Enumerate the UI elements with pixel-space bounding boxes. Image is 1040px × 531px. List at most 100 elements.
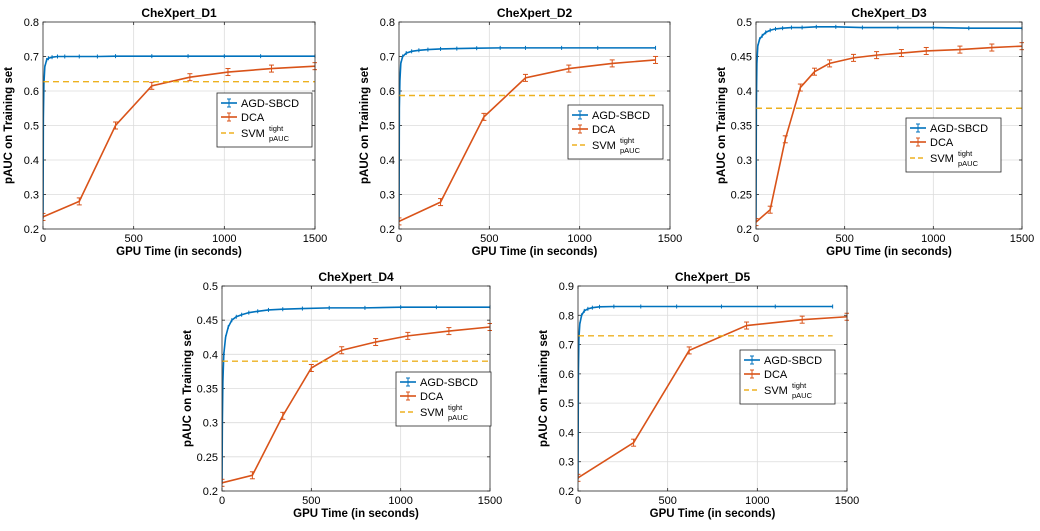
axes-frame: [398, 21, 671, 230]
legend-label-agd: AGD-SBCD: [241, 98, 299, 110]
chart-panel-2: 0.2 0.3 0.4 0.5 0.6 0.7 0.8 0 500 1000 1500 CheXper…: [359, 6, 682, 258]
x-tick-label: 500: [835, 233, 853, 245]
x-tick-label: 1000: [745, 495, 769, 507]
axes-frame: [577, 285, 848, 492]
error-bar-dca: [756, 218, 759, 227]
legend-label-dca: DCA: [241, 112, 265, 124]
series-group: [399, 45, 659, 226]
error-bar-dca: [446, 327, 452, 336]
series-line-dca: [43, 65, 316, 218]
legend-label-svm-subscript: pAUC: [269, 134, 290, 143]
error-bar-dca: [989, 43, 995, 52]
legend-label-agd: AGD-SBCD: [930, 123, 988, 135]
error-bar-dca: [113, 121, 119, 130]
x-tick-label: 1500: [303, 233, 327, 245]
error-bar-dca: [898, 49, 904, 58]
legend-label-agd: AGD-SBCD: [592, 110, 650, 122]
legend-label-svm-superscript: tight: [448, 403, 463, 412]
chart-title: CheXpert_D1: [141, 6, 217, 20]
x-axis-label: GPU Time (in seconds): [472, 246, 598, 258]
error-bar-dca: [438, 198, 444, 207]
chart-panel-4: 0.2 0.25 0.3 0.35 0.4 0.45 0.5 0 500 1000 1500 CheX…: [182, 270, 502, 520]
chart-title: CheXpert_D4: [318, 270, 394, 284]
error-bar-dca: [957, 45, 963, 54]
error-bar-dca: [225, 68, 231, 77]
y-tick-label: 0.4: [559, 427, 574, 439]
y-tick-label: 0.3: [737, 155, 752, 167]
error-bar-dca: [578, 473, 581, 482]
legend-label-svm-superscript: tight: [269, 124, 284, 133]
y-tick-label: 0.35: [197, 384, 218, 396]
x-tick-label: 0: [219, 495, 225, 507]
y-axis-label: pAUC on Training set: [182, 330, 194, 447]
error-bar-dca: [767, 205, 773, 214]
chart-title: CheXpert_D2: [497, 6, 573, 20]
legend-box: [216, 92, 313, 148]
legend-box: [739, 349, 836, 405]
legend-label-agd: AGD-SBCD: [764, 355, 822, 367]
chart-panel-5: 0.2 0.3 0.4 0.5 0.6 0.7 0.8 0.9 0 500 1000 1500 CheX…: [538, 270, 859, 520]
y-tick-label: 0.2: [559, 486, 574, 498]
error-bar-dca: [249, 471, 255, 480]
legend-label-svm-superscript: tight: [620, 136, 635, 145]
error-bar-dca: [653, 55, 659, 64]
chart-panel-3: 0.2 0.25 0.3 0.35 0.4 0.45 0.5 0 500 1000 1500 CheX…: [716, 6, 1034, 258]
error-bar-dca: [686, 346, 692, 355]
x-axis-label: GPU Time (in seconds): [116, 246, 242, 258]
error-bar-dca: [405, 331, 411, 340]
error-bar-dca: [744, 321, 750, 330]
y-tick-label: 0.2: [203, 486, 218, 498]
error-bar-dca: [399, 217, 402, 226]
legend-label-svm-subscript: pAUC: [958, 159, 979, 168]
y-tick-label: 0.5: [737, 17, 752, 29]
legend-label-svm-subscript: pAUC: [448, 413, 469, 422]
legend-box: [395, 371, 492, 427]
axes-frame: [42, 21, 316, 230]
y-tick-label: 0.3: [24, 190, 39, 202]
x-tick-label: 1500: [658, 233, 682, 245]
y-tick-label: 0.5: [203, 281, 218, 293]
legend-label-svm-subscript: pAUC: [792, 391, 813, 400]
y-axis-label: pAUC on Training set: [359, 67, 371, 184]
error-bar-dca: [522, 73, 528, 82]
y-axis-label: pAUC on Training set: [716, 67, 728, 184]
error-bar-dca: [373, 338, 379, 347]
x-tick-label: 1000: [567, 233, 591, 245]
y-tick-label: 0.3: [559, 457, 574, 469]
legend-label-dca: DCA: [592, 124, 616, 136]
x-tick-label: 1500: [478, 495, 502, 507]
legend-label-dca: DCA: [930, 137, 954, 149]
x-tick-label: 1500: [1010, 233, 1034, 245]
y-tick-label: 0.9: [559, 281, 574, 293]
y-tick-label: 0.5: [24, 121, 39, 133]
chart-title: CheXpert_D5: [675, 270, 751, 284]
y-tick-label: 0.45: [731, 52, 752, 64]
y-tick-label: 0.25: [731, 190, 752, 202]
error-bar-dca: [43, 212, 46, 221]
y-tick-label: 0.4: [203, 349, 218, 361]
error-bar-dca: [851, 53, 857, 62]
error-bar-dca: [76, 197, 82, 206]
error-bar-dca: [631, 438, 637, 447]
x-tick-label: 1000: [921, 233, 945, 245]
x-tick-label: 0: [40, 233, 46, 245]
x-tick-label: 500: [302, 495, 320, 507]
y-tick-label: 0.3: [380, 190, 395, 202]
y-axis-label: pAUC on Training set: [3, 67, 15, 184]
x-tick-label: 1000: [212, 233, 236, 245]
chart-title: CheXpert_D3: [851, 6, 927, 20]
x-tick-label: 500: [480, 233, 498, 245]
y-tick-label: 0.6: [559, 369, 574, 381]
y-tick-label: 0.45: [197, 315, 218, 327]
y-tick-label: 0.6: [24, 86, 39, 98]
error-bar-dca: [187, 73, 193, 82]
y-tick-label: 0.4: [380, 155, 395, 167]
x-axis-label: GPU Time (in seconds): [826, 246, 952, 258]
y-tick-label: 0.2: [24, 224, 39, 236]
y-tick-label: 0.7: [380, 52, 395, 64]
x-tick-label: 500: [658, 495, 676, 507]
error-bar-dca: [566, 64, 572, 73]
